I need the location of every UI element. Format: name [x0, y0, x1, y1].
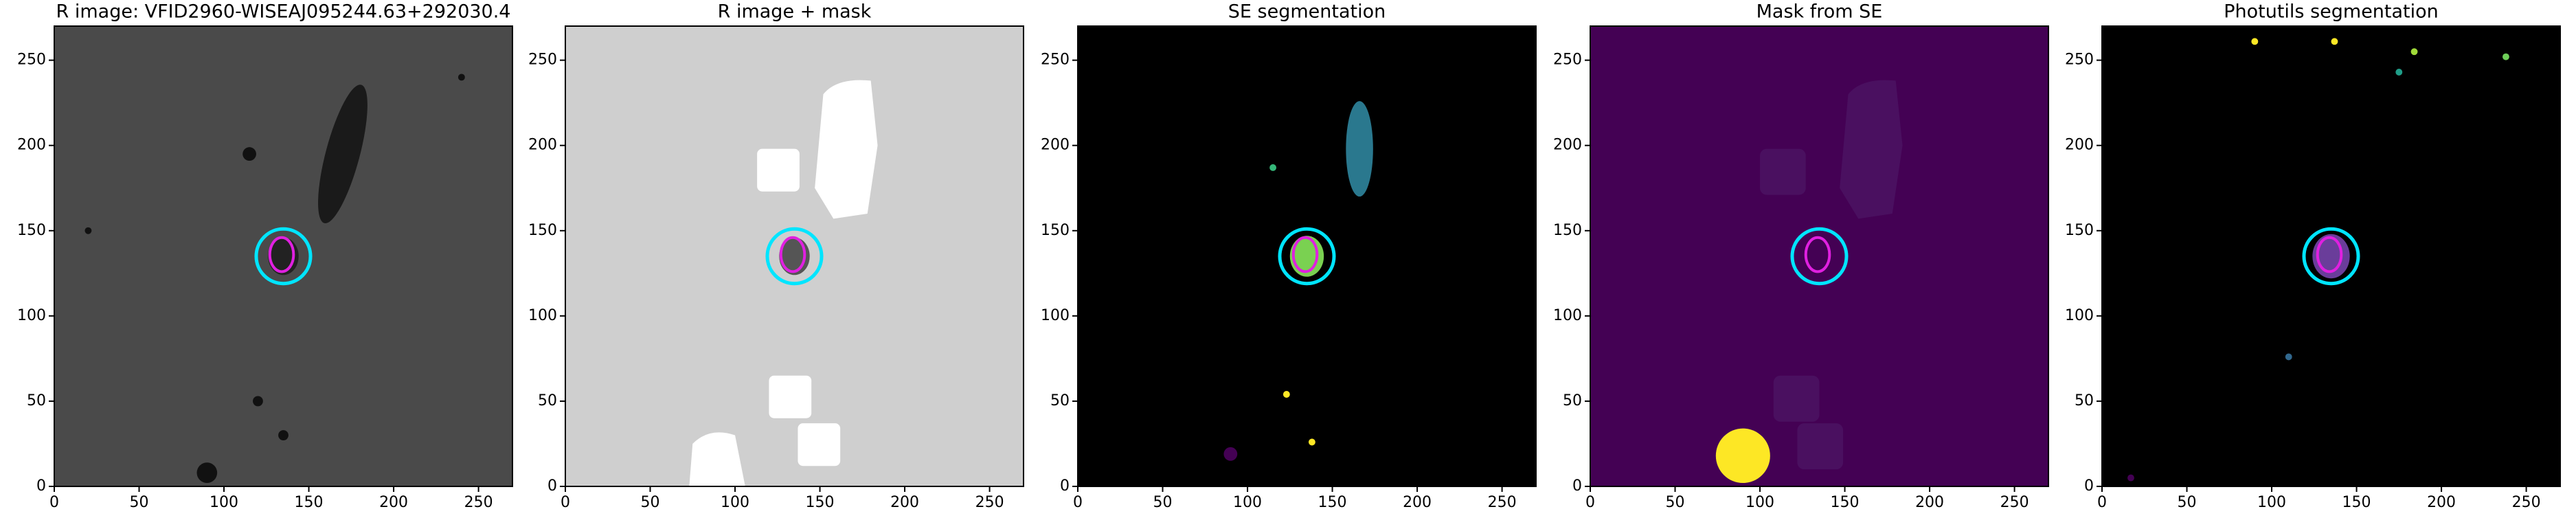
y-tick-label: 200 [528, 137, 557, 154]
y-tick-label: 100 [2065, 307, 2094, 324]
y-tick-label: 50 [538, 392, 557, 409]
aperture-circle [254, 227, 313, 286]
y-tick-label: 50 [1563, 392, 1582, 409]
y-tick-label: 200 [1041, 137, 1070, 154]
x-tick-label: 200 [379, 494, 408, 511]
y-tick-label: 100 [528, 307, 557, 324]
x-tick-label: 200 [1915, 494, 1944, 511]
x-tick-label: 100 [210, 494, 238, 511]
image-photutils [2102, 26, 2560, 486]
y-tick-label: 50 [27, 392, 46, 409]
y-tick-label: 0 [547, 477, 557, 495]
y-tick-label: 150 [528, 222, 557, 239]
image-se [1078, 26, 1536, 486]
x-tick-label: 100 [1745, 494, 1774, 511]
x-tick-label: 0 [561, 494, 570, 511]
axes-frame [1590, 25, 2049, 487]
y-tick-label: 100 [1041, 307, 1070, 324]
aperture-circle [765, 227, 824, 286]
aperture-ellipse [268, 236, 295, 273]
x-tick-label: 50 [2178, 494, 2197, 511]
x-tick-label: 50 [641, 494, 660, 511]
y-tick-label: 200 [2065, 137, 2094, 154]
x-tick-label: 0 [1073, 494, 1083, 511]
x-tick-label: 50 [130, 494, 149, 511]
x-tick-label: 150 [2342, 494, 2371, 511]
axes-frame [2101, 25, 2561, 487]
aperture-ellipse [779, 236, 806, 273]
y-tick-label: 150 [1553, 222, 1582, 239]
aperture-ellipse [1291, 236, 1319, 273]
x-tick-label: 200 [890, 494, 919, 511]
y-tick-label: 0 [36, 477, 46, 495]
x-tick-label: 250 [2512, 494, 2541, 511]
y-tick-label: 250 [2065, 52, 2094, 69]
y-tick-label: 150 [2065, 222, 2094, 239]
image-mask-se [1590, 26, 2048, 486]
y-tick-label: 50 [1050, 392, 1070, 409]
x-tick-label: 150 [1831, 494, 1860, 511]
x-tick-label: 0 [1585, 494, 1595, 511]
axes-frame [54, 25, 513, 487]
y-tick-label: 250 [528, 52, 557, 69]
x-tick-label: 0 [2097, 494, 2107, 511]
x-tick-label: 50 [1153, 494, 1173, 511]
aperture-circle [1790, 227, 1849, 286]
panel-title: SE segmentation [1228, 1, 1386, 23]
panel-title: Photutils segmentation [2224, 1, 2439, 23]
aperture-circle [1278, 227, 1336, 286]
y-tick-label: 0 [1060, 477, 1070, 495]
x-tick-label: 100 [721, 494, 749, 511]
y-tick-label: 200 [1553, 137, 1582, 154]
x-tick-label: 200 [1403, 494, 1432, 511]
x-tick-label: 150 [295, 494, 324, 511]
y-tick-label: 100 [17, 307, 46, 324]
x-tick-label: 100 [2257, 494, 2286, 511]
x-tick-label: 250 [2000, 494, 2029, 511]
x-tick-label: 100 [1233, 494, 1262, 511]
y-tick-label: 0 [2084, 477, 2094, 495]
x-tick-label: 50 [1666, 494, 1685, 511]
y-tick-label: 100 [1553, 307, 1582, 324]
x-tick-label: 150 [806, 494, 835, 511]
image-r-mask [565, 26, 1024, 486]
aperture-ellipse [1804, 236, 1831, 273]
panel-title: Mask from SE [1756, 1, 1883, 23]
aperture-ellipse [2316, 236, 2343, 273]
x-tick-label: 150 [1318, 494, 1347, 511]
y-tick-label: 50 [2075, 392, 2094, 409]
x-tick-label: 250 [464, 494, 493, 511]
panel-title: R image: VFID2960-WISEAJ095244.63+292030… [56, 1, 511, 23]
axes-frame [1077, 25, 1537, 487]
y-tick-label: 250 [1041, 52, 1070, 69]
y-tick-label: 250 [17, 52, 46, 69]
x-tick-label: 250 [975, 494, 1004, 511]
x-tick-label: 250 [1488, 494, 1517, 511]
panel-title: R image + mask [718, 1, 872, 23]
x-tick-label: 0 [49, 494, 59, 511]
y-tick-label: 250 [1553, 52, 1582, 69]
image-r [54, 26, 512, 486]
x-tick-label: 200 [2427, 494, 2456, 511]
y-tick-label: 150 [17, 222, 46, 239]
aperture-circle [2302, 227, 2360, 286]
y-tick-label: 150 [1041, 222, 1070, 239]
y-tick-label: 0 [1572, 477, 1582, 495]
axes-frame [565, 25, 1024, 487]
y-tick-label: 200 [17, 137, 46, 154]
